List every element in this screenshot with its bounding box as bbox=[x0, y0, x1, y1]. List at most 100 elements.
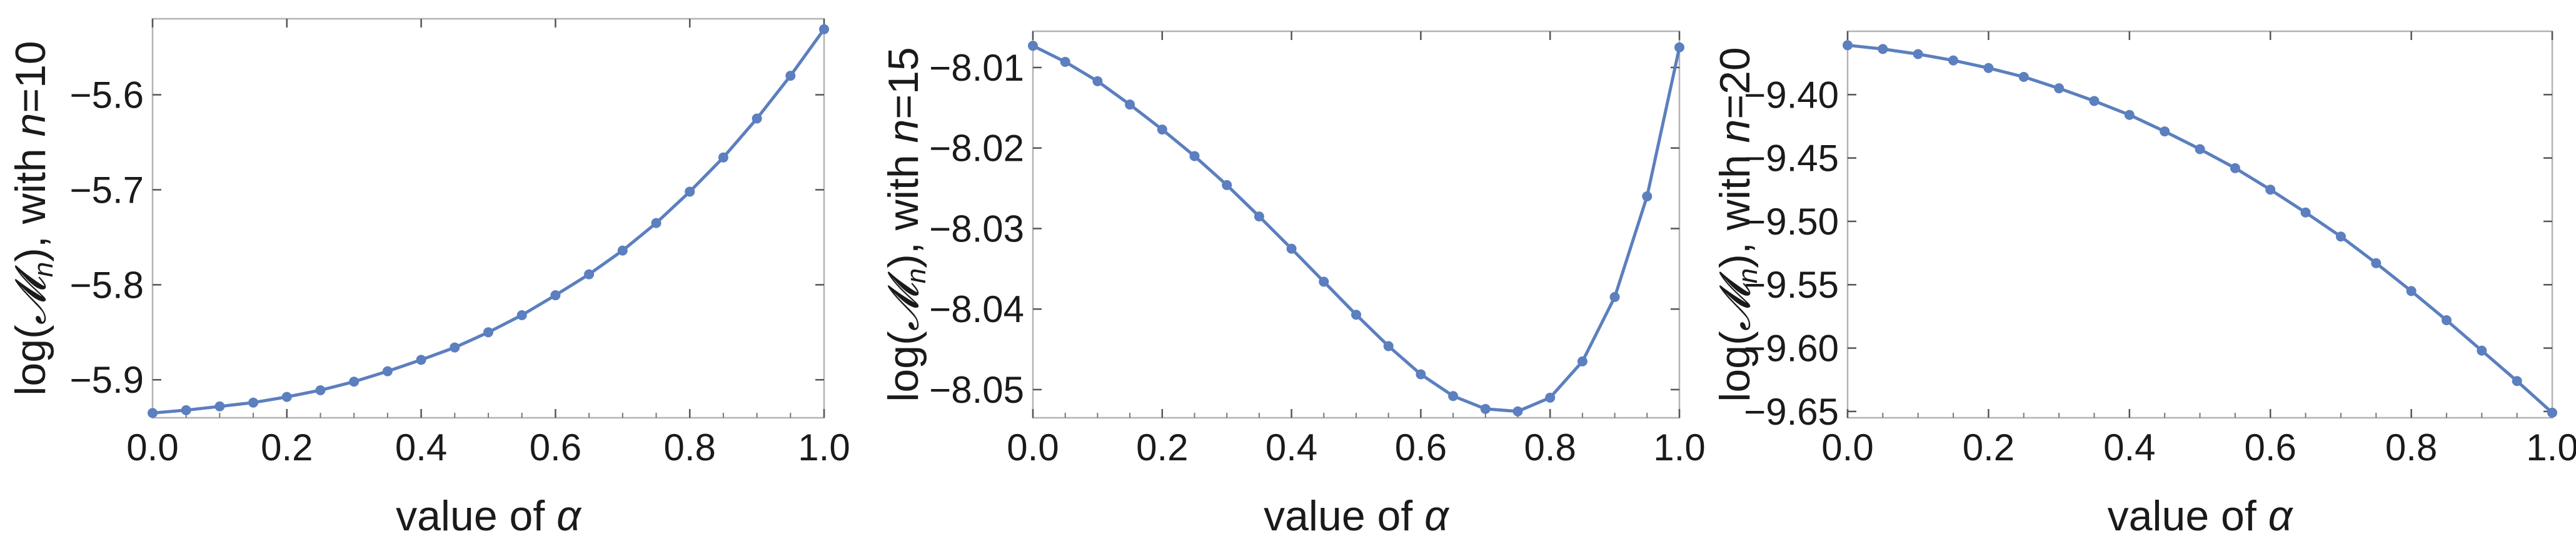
data-point bbox=[1383, 341, 1394, 351]
data-point bbox=[1480, 403, 1491, 414]
data-point bbox=[752, 113, 762, 124]
data-point bbox=[315, 385, 326, 395]
data-point bbox=[2371, 258, 2382, 268]
data-point bbox=[1060, 56, 1070, 67]
data-point bbox=[1674, 42, 1684, 53]
data-point bbox=[1189, 151, 1200, 161]
data-point bbox=[2265, 185, 2276, 195]
y-tick-label: −9.60 bbox=[1744, 328, 1839, 370]
y-tick-label: −9.65 bbox=[1744, 391, 1839, 433]
data-point bbox=[1913, 49, 1923, 59]
data-point bbox=[584, 269, 595, 280]
y-tick-label: −9.50 bbox=[1744, 201, 1839, 243]
data-point bbox=[416, 355, 426, 365]
y-tick-label: −9.55 bbox=[1744, 264, 1839, 306]
data-point bbox=[1948, 55, 1959, 66]
plot-frame bbox=[1846, 30, 2553, 419]
data-point bbox=[1448, 391, 1459, 402]
data-point bbox=[1545, 392, 1556, 403]
data-point bbox=[181, 405, 191, 415]
x-tick-label: 0.4 bbox=[1265, 427, 1317, 468]
data-point bbox=[2160, 126, 2170, 137]
series-line bbox=[1847, 43, 2553, 414]
data-point bbox=[1254, 211, 1264, 222]
data-point bbox=[1319, 276, 1329, 287]
series-line bbox=[152, 28, 826, 415]
x-tick-label: 0.8 bbox=[1524, 427, 1576, 468]
data-point bbox=[248, 397, 259, 408]
y-tick-label: −8.05 bbox=[929, 369, 1024, 411]
y-tick-label: −5.9 bbox=[70, 359, 144, 401]
x-tick-label: 0.4 bbox=[395, 427, 447, 468]
x-axis-label: value of α bbox=[1264, 492, 1450, 540]
data-point bbox=[685, 186, 695, 197]
data-point bbox=[1286, 243, 1297, 254]
chart-panel-n20: 0.0 0.2 0.4 0.6 0.8 1.0 −9.65 −9.60 −9.55 −9.50 −9… bbox=[1711, 30, 2576, 540]
data-point bbox=[1642, 191, 1653, 201]
data-point bbox=[1983, 63, 1994, 73]
data-point bbox=[281, 392, 292, 402]
data-point bbox=[1157, 124, 1167, 135]
x-tick-label: 0.2 bbox=[1963, 427, 2015, 468]
data-point bbox=[148, 408, 158, 418]
data-point bbox=[1092, 76, 1103, 86]
data-point bbox=[2512, 376, 2522, 387]
chart-panel-n15: 0.0 0.2 0.4 0.6 0.8 1.0 −8.05 −8.04 −8.03 −8.02 −8… bbox=[879, 30, 1706, 540]
x-tick-label: 0.6 bbox=[530, 427, 581, 468]
data-point bbox=[1416, 369, 1426, 380]
data-point bbox=[718, 152, 728, 163]
data-point bbox=[483, 327, 493, 338]
data-point bbox=[2054, 83, 2065, 94]
data-point bbox=[2124, 109, 2135, 120]
y-tick-label: −8.03 bbox=[929, 208, 1024, 250]
x-tick-label: 1.0 bbox=[2526, 427, 2576, 468]
x-tick-label: 0.4 bbox=[2103, 427, 2155, 468]
y-tick-label: −5.8 bbox=[70, 264, 144, 306]
x-axis-label: value of α bbox=[2108, 492, 2294, 540]
x-tick-label: 0.0 bbox=[1821, 427, 1873, 468]
x-tick-label: 0.6 bbox=[1395, 427, 1447, 468]
data-point bbox=[214, 401, 225, 412]
data-point bbox=[785, 71, 796, 81]
data-point bbox=[2195, 144, 2205, 154]
data-point bbox=[516, 310, 527, 320]
y-tick-label: −5.7 bbox=[70, 169, 144, 211]
x-tick-label: 0.2 bbox=[261, 427, 313, 468]
data-point bbox=[819, 24, 829, 34]
y-axis-label: log(𝓜n), with n=10 bbox=[6, 41, 59, 395]
x-tick-label: 0.0 bbox=[126, 427, 178, 468]
x-tick-label: 0.6 bbox=[2244, 427, 2296, 468]
y-tick-label: −9.40 bbox=[1744, 74, 1839, 116]
data-point bbox=[450, 342, 460, 353]
data-point bbox=[1609, 291, 1620, 302]
data-point bbox=[1878, 44, 1888, 54]
data-point bbox=[1577, 356, 1587, 367]
y-tick-label: −9.45 bbox=[1744, 138, 1839, 179]
data-point bbox=[2477, 345, 2487, 356]
data-point bbox=[2300, 207, 2311, 218]
data-point bbox=[1222, 179, 1232, 190]
y-tick-label: −8.01 bbox=[929, 47, 1024, 89]
data-point bbox=[1125, 99, 1135, 110]
data-point bbox=[1351, 310, 1361, 320]
plot-frame bbox=[151, 18, 825, 419]
data-point bbox=[2547, 407, 2557, 418]
data-point bbox=[2230, 163, 2240, 173]
data-point bbox=[2089, 96, 2100, 106]
chart-panel-n10: 0.0 0.2 0.4 0.6 0.8 1.0 −5.9 −5.8 −5.7 −5.6 value … bbox=[6, 18, 850, 540]
y-tick-label: −5.6 bbox=[70, 74, 144, 116]
data-point bbox=[617, 245, 628, 256]
data-point bbox=[382, 366, 393, 377]
y-axis-label: log(𝓜n), with n=15 bbox=[879, 47, 932, 402]
x-tick-label: 0.8 bbox=[2385, 427, 2437, 468]
data-point bbox=[1512, 406, 1523, 417]
y-tick-label: −8.02 bbox=[929, 128, 1024, 169]
x-tick-label: 0.2 bbox=[1136, 427, 1188, 468]
data-point bbox=[550, 290, 561, 301]
x-tick-label: 1.0 bbox=[1653, 427, 1705, 468]
data-point bbox=[2335, 231, 2346, 242]
data-point bbox=[1843, 40, 1853, 51]
x-tick-label: 1.0 bbox=[798, 427, 850, 468]
y-axis-label: log(𝓜n), with n=20 bbox=[1711, 47, 1763, 402]
